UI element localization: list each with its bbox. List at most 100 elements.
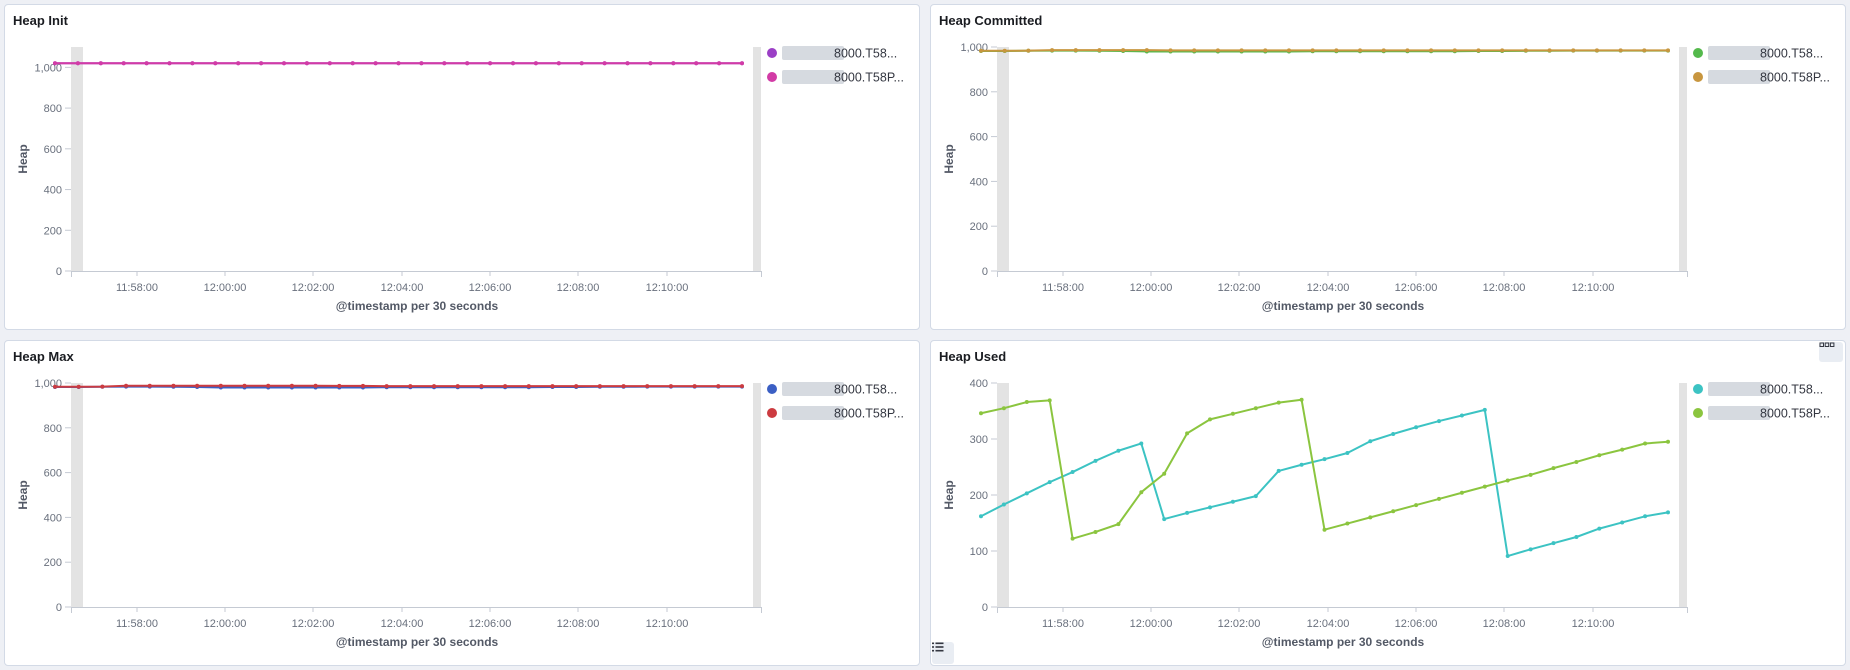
x-tick-label: 11:58:00 (116, 618, 158, 630)
x-tick-label: 12:10:00 (1572, 282, 1615, 294)
data-point (1405, 48, 1410, 53)
legend-swatch (767, 72, 777, 82)
legend-swatch (1693, 384, 1703, 394)
x-tick-label: 12:04:00 (381, 618, 424, 630)
legend-redacted-label (1708, 46, 1770, 60)
data-point (1070, 470, 1075, 475)
y-tick-label: 300 (970, 434, 988, 446)
data-point (1026, 48, 1031, 53)
x-tick-label: 12:06:00 (1395, 282, 1438, 294)
data-point (479, 384, 484, 389)
y-tick-label: 1,000 (34, 62, 62, 74)
data-point (533, 61, 538, 66)
data-point (1093, 458, 1098, 463)
data-point (1276, 400, 1281, 405)
plot-edge-left (71, 47, 83, 271)
data-point (1523, 48, 1528, 53)
data-point (1505, 478, 1510, 483)
data-point (717, 61, 722, 66)
data-point (1551, 466, 1556, 471)
data-point (645, 384, 650, 389)
y-tick-label: 200 (970, 490, 988, 502)
x-tick-label: 11:58:00 (1042, 282, 1084, 294)
legend-label: 8000.T58... (1760, 47, 1823, 61)
chart-heap-max: 0 200 400 600 800 1,000 Heap 11:58:00 12:00:00 12… (16, 378, 904, 649)
plot-edge-left (71, 383, 83, 607)
data-point (1666, 510, 1670, 515)
data-point (1643, 514, 1648, 519)
data-point (124, 383, 129, 388)
data-point (1185, 431, 1190, 436)
x-axis-title: @timestamp per 30 seconds (336, 635, 499, 649)
data-point (213, 61, 218, 66)
legend-swatch (767, 48, 777, 58)
data-point (740, 384, 744, 389)
data-point (1429, 48, 1434, 53)
data-point (1476, 48, 1481, 53)
data-point (1024, 491, 1029, 496)
data-point (75, 61, 80, 66)
data-point (1459, 413, 1464, 418)
y-tick-label: 400 (970, 176, 988, 188)
data-point (1162, 471, 1167, 476)
data-point (350, 61, 355, 66)
x-axis-title: @timestamp per 30 seconds (336, 299, 499, 313)
y-tick-label: 0 (56, 602, 62, 614)
data-point (76, 384, 81, 389)
data-point (1230, 411, 1235, 416)
panel-options-button[interactable] (1819, 342, 1843, 362)
x-axis-title: @timestamp per 30 seconds (1262, 299, 1425, 313)
data-point (671, 61, 676, 66)
y-tick-label: 400 (44, 512, 62, 524)
data-point (1208, 417, 1212, 422)
data-point (121, 61, 126, 66)
panel-title: Heap Max (13, 349, 74, 364)
data-point (1368, 515, 1373, 520)
y-tick-label: 1,000 (34, 378, 62, 390)
data-point (1139, 441, 1144, 446)
legend-redacted-label (782, 406, 844, 420)
y-tick-label: 200 (44, 557, 62, 569)
data-point (195, 383, 200, 388)
x-tick-label: 12:02:00 (1218, 282, 1261, 294)
y-axis-title: Heap (16, 144, 30, 173)
legend-label: 8000.T58... (834, 47, 897, 61)
y-tick-label: 800 (970, 87, 988, 99)
legend-redacted-label (1708, 382, 1770, 396)
x-tick-label: 12:02:00 (1218, 618, 1261, 630)
data-point (1618, 48, 1623, 53)
data-point (1358, 48, 1363, 53)
data-point (1070, 536, 1075, 541)
y-tick-label: 0 (982, 602, 988, 614)
data-point (597, 384, 602, 389)
data-point (1571, 48, 1576, 53)
legend-redacted-label (782, 382, 844, 396)
y-tick-label: 0 (982, 266, 988, 278)
panel-title: Heap Init (13, 13, 68, 28)
legend-label: 8000.T58... (1760, 383, 1823, 397)
x-axis-title: @timestamp per 30 seconds (1262, 635, 1425, 649)
x-tick-label: 11:58:00 (1042, 618, 1084, 630)
data-point (694, 61, 699, 66)
data-point (1597, 453, 1602, 458)
data-point (313, 383, 318, 388)
data-point (716, 384, 721, 389)
panel-title: Heap Used (939, 349, 1007, 364)
plot-edge-right (753, 47, 761, 271)
data-point (1310, 48, 1315, 53)
plot-edge-right (1679, 383, 1687, 607)
data-point (259, 61, 264, 66)
data-point (1185, 510, 1190, 515)
data-point (1121, 48, 1126, 53)
data-point (1322, 527, 1327, 532)
x-tick-label: 12:08:00 (557, 618, 600, 630)
legend-toggle-button[interactable] (932, 642, 954, 664)
data-point (1286, 48, 1291, 53)
data-point (1299, 397, 1304, 402)
legend-redacted-label (1708, 406, 1770, 420)
data-point (1574, 459, 1579, 464)
data-point (550, 384, 555, 389)
panel-title: Heap Committed (939, 13, 1043, 28)
data-point (579, 61, 584, 66)
data-point (242, 383, 247, 388)
